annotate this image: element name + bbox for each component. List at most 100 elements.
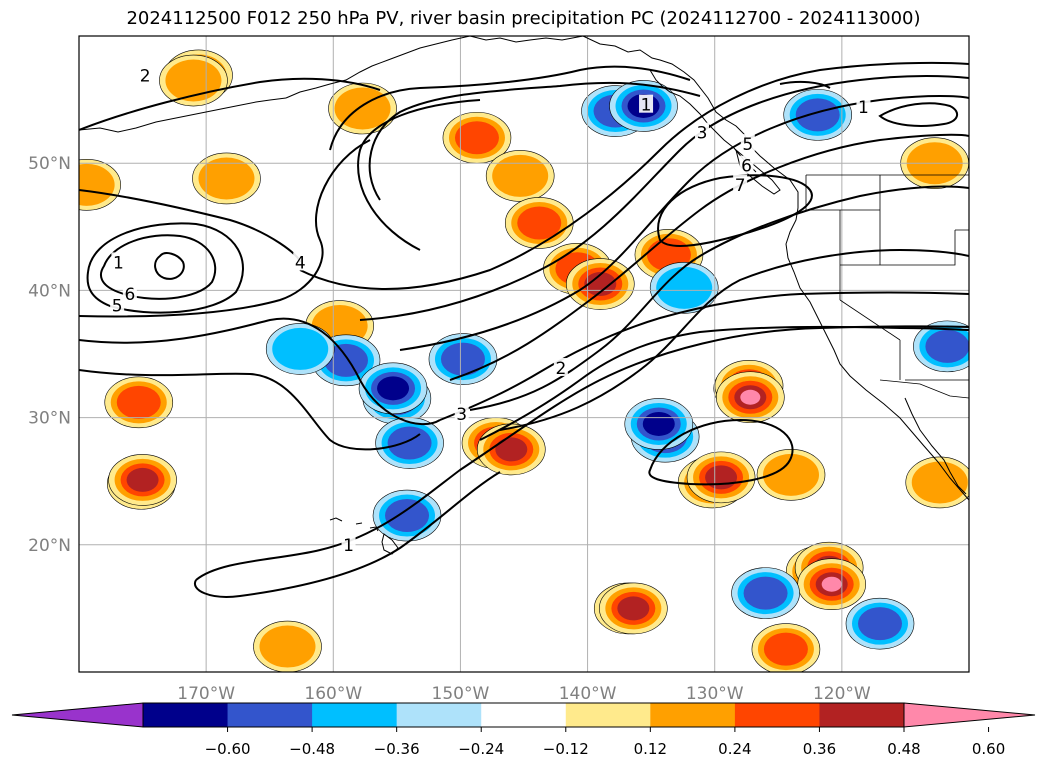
colorbar-segment	[227, 703, 313, 727]
contour-label: 1	[641, 96, 652, 116]
pv-contour-low-subtropical	[648, 418, 794, 486]
precip-negative-region	[440, 342, 485, 376]
coastline-hawaii	[329, 517, 399, 555]
pv-contour-3-south	[439, 291, 969, 421]
contour-label: 6	[741, 157, 752, 177]
colorbar-tick-label: 0.60	[972, 740, 1005, 758]
contour-label: 4	[295, 253, 306, 273]
precip-positive-region	[740, 389, 761, 405]
colorbar: −0.60 −0.48 −0.36 −0.24 −0.12 0.12 0.24 0.36 0.4…	[11, 702, 1036, 758]
pv-contour-jet-4	[449, 133, 969, 381]
pv-contour-6-closed	[86, 222, 244, 314]
pv-contour-jet-3	[399, 95, 969, 351]
precip-positive-region	[911, 461, 968, 504]
contour-label: 2	[555, 359, 566, 379]
colorbar-segment	[650, 703, 736, 727]
precip-positive-region	[79, 163, 115, 206]
pv-contour-2-aleutian	[79, 77, 381, 131]
precip-positive-region	[492, 154, 549, 197]
pv-contour-1-low	[154, 252, 185, 280]
coastline-baja	[904, 397, 967, 495]
precip-positive-region	[617, 596, 650, 621]
colorbar-segment	[734, 703, 820, 727]
colorbar-tick-label: 0.48	[887, 740, 920, 758]
pv-contour-2-south	[479, 325, 969, 441]
colorbar-segment	[143, 703, 229, 727]
contour-label-bg	[110, 295, 125, 314]
colorbar-segment	[565, 703, 651, 727]
colorbar-extend-low	[11, 702, 144, 728]
precip-positive-region	[705, 465, 738, 490]
precip-negative-region	[272, 327, 329, 370]
contour-label-bg	[856, 97, 871, 116]
precip-positive-region	[454, 121, 499, 155]
pv-contour-upper-ridge-3	[357, 99, 481, 251]
pv-contour-jet-2	[359, 75, 969, 321]
precip-negative-region	[743, 576, 788, 610]
coastline-aleutians	[79, 97, 287, 133]
contour-label-bg	[454, 403, 469, 422]
lat-tick-label: 20°N	[28, 536, 71, 556]
precip-negative-region	[656, 266, 713, 309]
precip-positive-region	[763, 453, 819, 496]
precip-positive-region	[198, 157, 255, 200]
pv-contour-jet-1	[299, 61, 969, 290]
contour-label: 3	[697, 124, 708, 144]
pv-contour-1-south-loop	[193, 471, 501, 598]
contour-label: 7	[735, 176, 746, 196]
colorbar-tick-label: −0.12	[543, 740, 589, 758]
precip-negative-region	[925, 329, 969, 363]
colorbar-tick-label: 0.36	[803, 740, 836, 758]
precip-positive-region	[259, 625, 316, 668]
colorbar-tick-label: −0.48	[289, 740, 335, 758]
precip-negative-region	[387, 426, 432, 460]
contour-label-bg	[138, 65, 153, 84]
lon-tick-label: 170°W	[177, 684, 235, 704]
precip-positive-region	[116, 385, 161, 419]
colorbar-tick-label: −0.24	[458, 740, 504, 758]
contour-label-bg	[733, 174, 748, 193]
colorbar-tick-label: 0.24	[718, 740, 751, 758]
colorbar-tick-label: 0.12	[634, 740, 667, 758]
colorbar-segment	[819, 703, 905, 727]
coastline-panhandle-islands	[649, 69, 757, 173]
contour-label-bg	[739, 155, 754, 174]
precip-negative-region	[795, 98, 840, 132]
pv-contour-upper-ridge-1	[329, 65, 691, 151]
lat-tick-label: 40°N	[28, 281, 71, 301]
contour-label-bg	[740, 134, 755, 153]
colorbar-segment	[396, 703, 482, 727]
contour-label: 2	[140, 66, 151, 86]
pv-contour-jet-5	[469, 185, 969, 411]
precip-positive-region	[517, 206, 562, 240]
precip-positive-region	[165, 59, 222, 102]
pv-contour-4-ne	[779, 80, 831, 89]
lon-tick-label: 130°W	[686, 684, 744, 704]
precip-positive-region	[126, 467, 159, 492]
precip-negative-region	[324, 343, 368, 377]
lon-tick-label: 160°W	[304, 684, 362, 704]
contour-label: 6	[124, 285, 135, 305]
contour-label: 1	[858, 98, 869, 118]
colorbar-frame	[142, 702, 905, 728]
lat-tick-label: 50°N	[28, 154, 71, 174]
pv-contour-5-closed	[100, 234, 217, 300]
contour-label-bg	[553, 357, 568, 376]
contour-label: 1	[343, 536, 354, 556]
lon-tick-label: 150°W	[432, 684, 490, 704]
contour-label-bg	[293, 252, 308, 271]
precip-negative-region	[377, 376, 410, 401]
pv-contour-upper-ridge-2	[368, 81, 701, 201]
map-title: 2024112500 F012 250 hPa PV, river basin …	[126, 8, 921, 29]
contour-label: 1	[113, 253, 124, 273]
us-state-borders	[805, 175, 969, 381]
precip-negative-region	[858, 607, 902, 641]
contour-label: 5	[742, 135, 753, 155]
political-borders	[805, 174, 969, 399]
pv-contour-7-closed	[657, 174, 813, 247]
precip-negative-region	[385, 499, 430, 533]
pv-contour-1-ne	[878, 102, 959, 127]
axis-labels: 170°W 160°W 150°W 140°W 130°W 120°W 20°N 30°N 40…	[28, 154, 871, 704]
contour-label-bg	[639, 94, 654, 113]
lon-tick-label: 120°W	[813, 684, 871, 704]
